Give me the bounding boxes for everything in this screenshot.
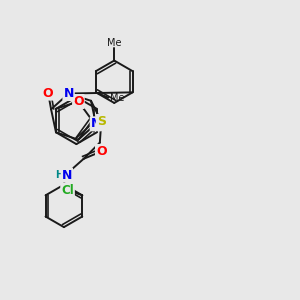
Text: Cl: Cl [61, 184, 74, 196]
Text: O: O [96, 145, 106, 158]
Text: H: H [55, 170, 63, 180]
Text: N: N [62, 169, 72, 182]
Text: Me: Me [110, 93, 124, 103]
Text: O: O [73, 95, 84, 108]
Text: O: O [43, 87, 53, 100]
Text: S: S [97, 115, 106, 128]
Text: Me: Me [107, 38, 122, 48]
Text: N: N [63, 87, 74, 100]
Text: N: N [91, 117, 101, 130]
